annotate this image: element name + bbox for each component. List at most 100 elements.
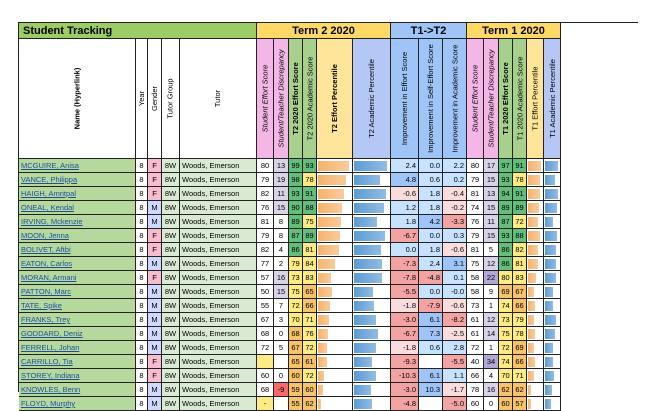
column-header-year[interactable]: Year bbox=[136, 39, 148, 159]
cell-t1ap bbox=[544, 187, 561, 201]
column-header-t1sd[interactable]: Student/Teacher Discrepancy bbox=[484, 39, 499, 159]
cell-da: 1.1 bbox=[443, 369, 467, 383]
cell-t2ep bbox=[317, 383, 353, 397]
cell-t2ap bbox=[353, 201, 391, 215]
student-name-link[interactable]: CARRILLO, Tia bbox=[19, 355, 136, 369]
student-name-link[interactable]: FERRELL, Johan bbox=[19, 341, 136, 355]
cell-t2sd: 15 bbox=[274, 201, 289, 215]
cell-ds: 0.0 bbox=[419, 229, 443, 243]
cell-t1se-text: 74 bbox=[470, 203, 480, 212]
cell-tutor: Woods, Emerson bbox=[180, 229, 257, 243]
column-header-t2sd[interactable]: Student/Teacher Discrepancy bbox=[274, 39, 289, 159]
cell-t1sd: 15 bbox=[484, 229, 499, 243]
cell-year-text: 8 bbox=[139, 273, 144, 282]
cell-t2e-text: 59 bbox=[291, 385, 300, 394]
cell-t2ap bbox=[353, 299, 391, 313]
cell-year-text: 8 bbox=[139, 343, 144, 352]
cell-t1ap bbox=[544, 215, 561, 229]
cell-tutor: Woods, Emerson bbox=[180, 341, 257, 355]
cell-da: -0.2 bbox=[443, 201, 467, 215]
student-name-link[interactable]: IRVING, Mckenzie bbox=[19, 215, 136, 229]
cell-year-text: 8 bbox=[139, 161, 144, 170]
cell-t2e: 67 bbox=[289, 341, 303, 355]
cell-t2sd: 0 bbox=[274, 327, 289, 341]
cell-t1a: 91 bbox=[513, 187, 527, 201]
column-header-t1e[interactable]: T1 2020 Effort Score bbox=[499, 39, 513, 159]
cell-de: -10.3 bbox=[391, 369, 419, 383]
student-name-link-text: HAIGH, Amritpal bbox=[21, 189, 77, 198]
cell-t2ap bbox=[353, 341, 391, 355]
column-header-t1ep[interactable]: T1 Effort Percentile bbox=[527, 39, 544, 159]
cell-t2e-text: 89 bbox=[291, 217, 300, 226]
student-name-link[interactable]: ONEAL, Kendal bbox=[19, 201, 136, 215]
cell-t1sd-text: 9 bbox=[488, 287, 494, 296]
column-header-t1a[interactable]: T1 2020 Academic Score bbox=[513, 39, 527, 159]
student-name-link[interactable]: STOREY, Indiana bbox=[19, 369, 136, 383]
cell-t2a: 81 bbox=[303, 243, 317, 257]
column-header-t1sd-text: Student/Teacher Discrepancy bbox=[486, 49, 496, 148]
column-header-da[interactable]: Improvement in Academic Score bbox=[443, 39, 467, 159]
cell-t2se-text: 76 bbox=[260, 203, 270, 212]
cell-t1se-text: 76 bbox=[470, 217, 480, 226]
student-name-link[interactable]: KNOWLES, Benn bbox=[19, 383, 136, 397]
student-name-link[interactable]: HAIGH, Amritpal bbox=[19, 187, 136, 201]
column-header-t2se[interactable]: Student Effort Score bbox=[257, 39, 274, 159]
cell-gender: M bbox=[148, 257, 162, 271]
student-name-link[interactable]: FLOYD, Murphy bbox=[19, 397, 136, 411]
cell-da: 2.2 bbox=[443, 159, 467, 173]
student-name-link[interactable]: GODDARD, Deniz bbox=[19, 327, 136, 341]
cell-t2ap bbox=[353, 285, 391, 299]
cell-group: 8W bbox=[162, 215, 180, 229]
cell-tutor-text: Woods, Emerson bbox=[182, 315, 240, 324]
cell-tutor: Woods, Emerson bbox=[180, 173, 257, 187]
cell-t1se: 78 bbox=[467, 383, 484, 397]
column-header-gender[interactable]: Gender bbox=[148, 39, 162, 159]
column-header-t2ep[interactable]: T2 Effort Percentile bbox=[317, 39, 353, 159]
student-name-link[interactable]: MCGUIRE, Anisa bbox=[19, 159, 136, 173]
cell-t1e-text: 70 bbox=[501, 371, 510, 380]
column-header-name[interactable]: Name (Hyperlink) bbox=[19, 39, 136, 159]
cell-t1se: 61 bbox=[467, 327, 484, 341]
cell-group: 8W bbox=[162, 355, 180, 369]
cell-t2a-text: 83 bbox=[305, 273, 314, 282]
student-name-link[interactable]: VANCE, Philippa bbox=[19, 173, 136, 187]
column-header-de[interactable]: Improvement in Effort Score bbox=[391, 39, 419, 159]
column-header-t1se[interactable]: Student Effort Score bbox=[467, 39, 484, 159]
column-header-t2a[interactable]: T2 2020 Academic Score bbox=[303, 39, 317, 159]
student-name-link[interactable]: MOON, Jenna bbox=[19, 229, 136, 243]
cell-t2sd: -9 bbox=[274, 383, 289, 397]
t1ap-percentile-bar bbox=[545, 371, 554, 381]
cell-t1a-text: 88 bbox=[515, 231, 524, 240]
cell-t2se-text: 55 bbox=[260, 301, 270, 310]
cell-t2a: 88 bbox=[303, 201, 317, 215]
column-header-tutor[interactable]: Tutor bbox=[180, 39, 257, 159]
column-header-ds[interactable]: Improvement in Self-Effort Score bbox=[419, 39, 443, 159]
cell-t1a: 71 bbox=[513, 369, 527, 383]
cell-t1a-text: 91 bbox=[515, 161, 524, 170]
column-header-t2e[interactable]: T2 2020 Effort Score bbox=[289, 39, 303, 159]
cell-year: 8 bbox=[136, 271, 148, 285]
student-name-link[interactable]: EATON, Carlos bbox=[19, 257, 136, 271]
cell-t1ep bbox=[527, 383, 544, 397]
student-name-link[interactable]: MORAN, Armani bbox=[19, 271, 136, 285]
column-header-t1ap[interactable]: T1 Academic Percentile bbox=[544, 39, 561, 159]
student-name-link[interactable]: BOLIVET, Aftbi bbox=[19, 243, 136, 257]
cell-t1se: 75 bbox=[467, 257, 484, 271]
student-name-link[interactable]: FRANKS, Trey bbox=[19, 313, 136, 327]
cell-t2se-text: 72 bbox=[260, 343, 270, 352]
cell-t1e: 97 bbox=[499, 159, 513, 173]
student-name-link[interactable]: PATTON, Marc bbox=[19, 285, 136, 299]
column-header-t2ap[interactable]: T2 Academic Percentile bbox=[353, 39, 391, 159]
cell-t1a-text: 78 bbox=[515, 329, 524, 338]
cell-ds-text: 0.0 bbox=[429, 161, 440, 170]
cell-gender: F bbox=[148, 271, 162, 285]
t2ap-percentile-bar bbox=[354, 245, 381, 255]
student-name-link[interactable]: TATE, Spike bbox=[19, 299, 136, 313]
cell-t1se: 40 bbox=[467, 355, 484, 369]
cell-t1a: 79 bbox=[513, 313, 527, 327]
column-header-group[interactable]: Tutor Group bbox=[162, 39, 180, 159]
cell-t1sd: 15 bbox=[484, 173, 499, 187]
t1ap-percentile-bar bbox=[545, 343, 553, 353]
cell-ds-text: 0.6 bbox=[429, 343, 440, 352]
cell-t2sd-text: 4 bbox=[278, 245, 284, 254]
